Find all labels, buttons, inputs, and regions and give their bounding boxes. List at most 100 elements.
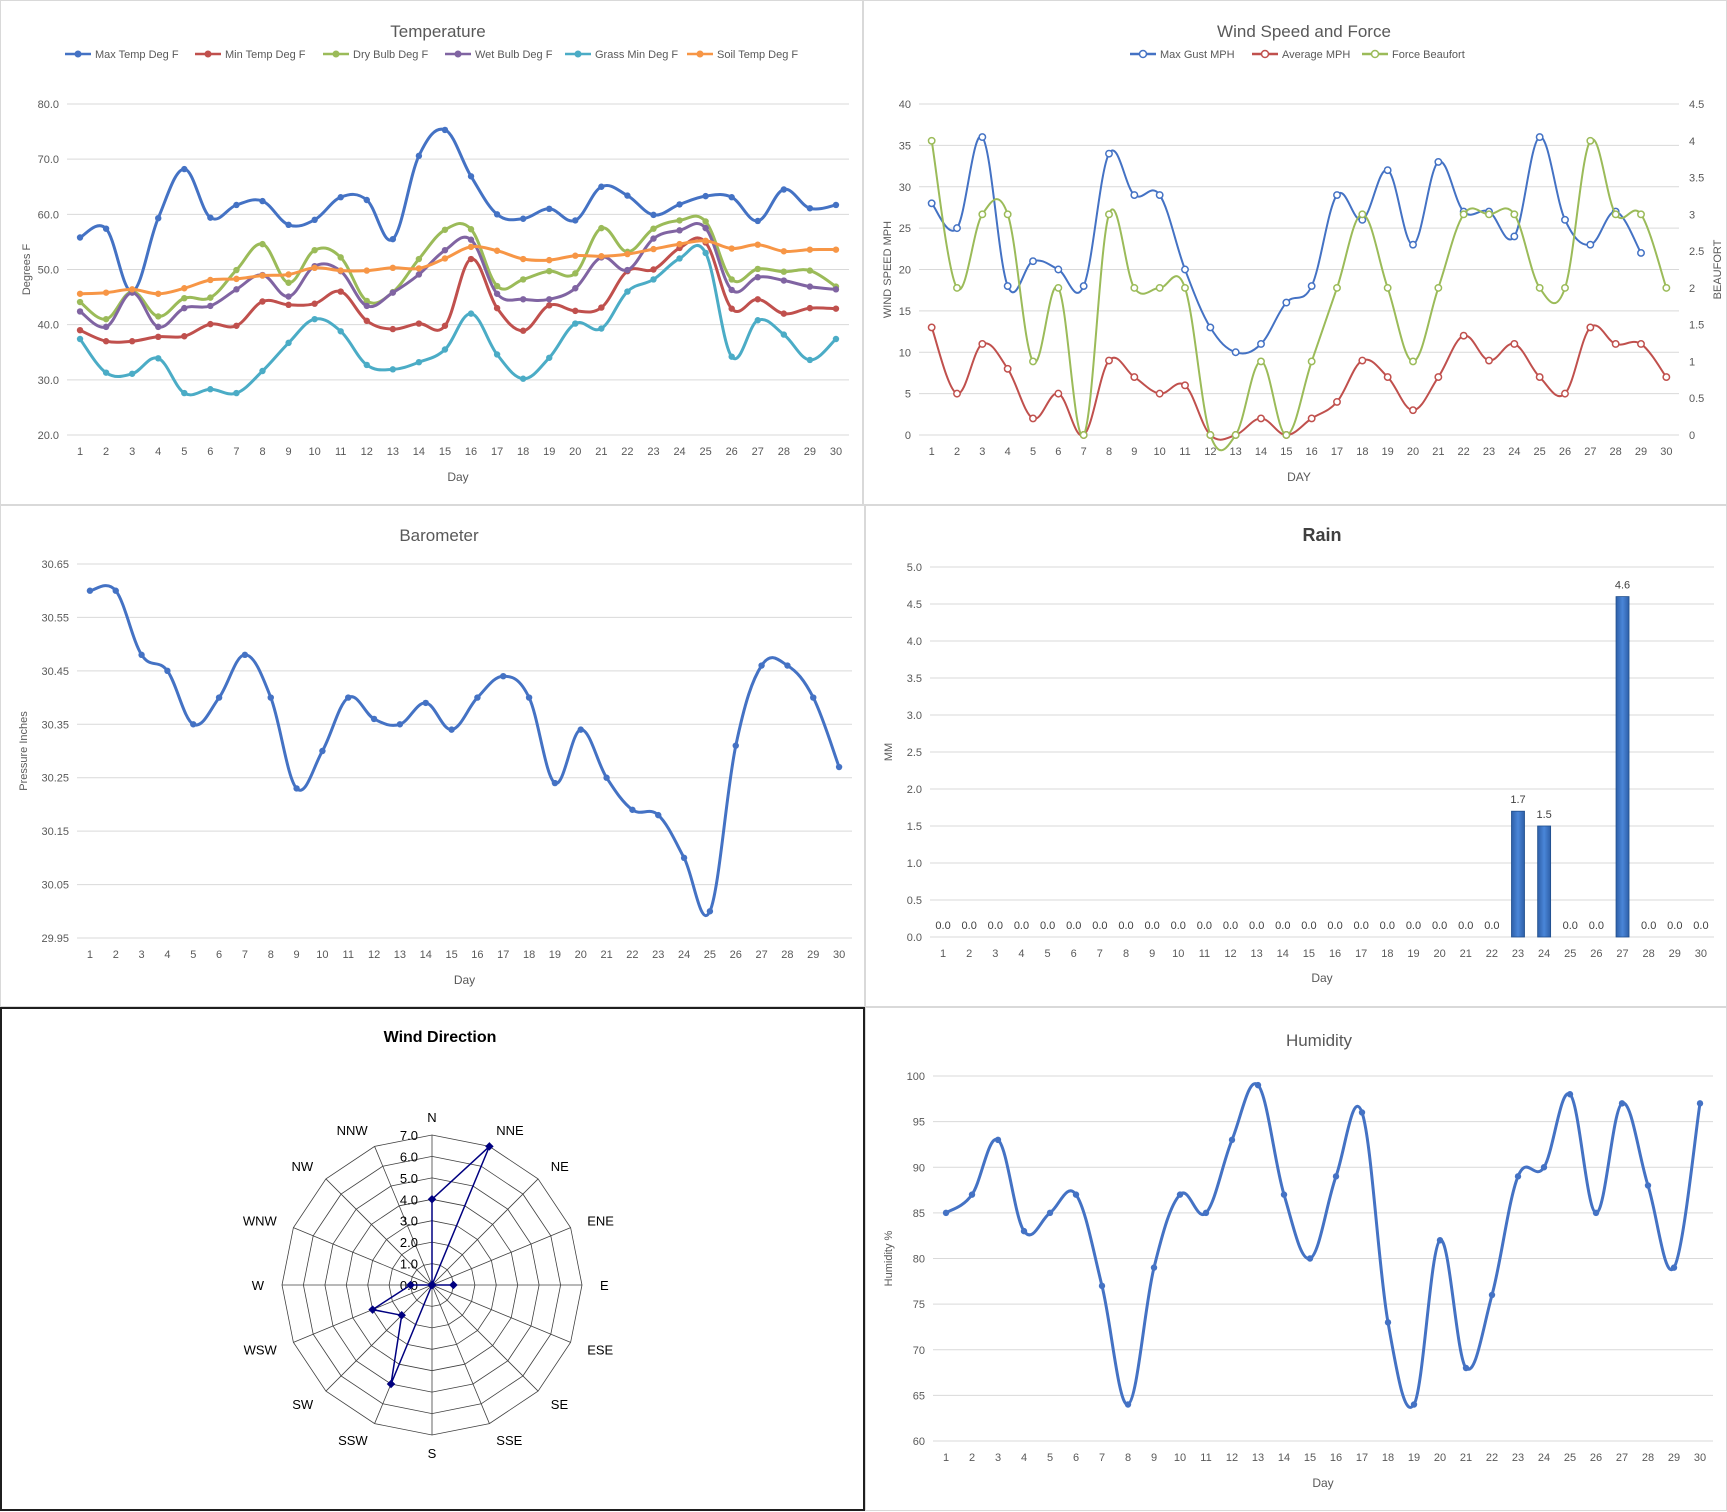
- y-tick-label: 30.25: [41, 773, 69, 785]
- data-point: [181, 285, 188, 292]
- legend-label: Soil Temp Deg F: [717, 49, 798, 61]
- data-point: [389, 264, 397, 272]
- radar-spoke: [431, 1227, 571, 1286]
- data-point: [754, 317, 761, 324]
- data-point: [650, 211, 657, 219]
- data-point: [138, 651, 145, 659]
- data-point: [1257, 414, 1265, 423]
- y-axis-label: Pressure Inches: [18, 711, 30, 791]
- y-tick-label: 30.35: [41, 719, 69, 731]
- series-line: [79, 222, 837, 329]
- data-point: [441, 126, 449, 134]
- data-point: [467, 173, 475, 180]
- barometer-chart: Barometer 29.95 30.05 30.15 30.25 30.35 30.45 3…: [18, 526, 852, 987]
- data-point: [1384, 1319, 1392, 1326]
- x-tick-label: 10: [316, 949, 328, 961]
- data-point: [572, 320, 579, 327]
- x-tick-label: 14: [1255, 446, 1267, 458]
- y2-tick-label: 1: [1689, 356, 1695, 368]
- data-point: [519, 276, 527, 283]
- rain-bar: [1511, 810, 1525, 938]
- x-tick-label: 14: [420, 949, 432, 961]
- data-point: [1130, 373, 1139, 382]
- data-point: [832, 335, 840, 343]
- y-tick-label: 29.95: [41, 933, 69, 945]
- bar-data-label: 0.0: [1301, 920, 1316, 932]
- data-point: [1105, 210, 1113, 219]
- bar-data-label: 0.0: [1249, 920, 1264, 932]
- y-axis-label: MM: [883, 743, 895, 761]
- direction-label: NNW: [337, 1123, 369, 1138]
- data-point: [978, 340, 987, 348]
- data-point: [86, 587, 94, 594]
- data-point: [1332, 1173, 1340, 1180]
- x-tick-label: 14: [1278, 1452, 1290, 1464]
- data-point: [994, 1136, 1002, 1144]
- data-point: [1181, 265, 1189, 274]
- y-tick-label: 30.15: [41, 826, 69, 838]
- data-point: [493, 290, 501, 297]
- direction-label: SSE: [496, 1433, 522, 1448]
- y-tick-label: 20: [899, 265, 911, 277]
- radar-spoke: [431, 1284, 490, 1424]
- chart-title: Barometer: [399, 526, 479, 545]
- data-point: [1155, 191, 1164, 199]
- data-point: [112, 587, 119, 594]
- y-tick-label: 80: [913, 1254, 925, 1266]
- x-tick-label: 28: [778, 446, 790, 458]
- data-point: [259, 367, 266, 375]
- bar-data-label: 0.0: [1354, 920, 1369, 932]
- x-tick-label: 27: [1584, 446, 1596, 458]
- data-point: [546, 256, 553, 264]
- bar-data-label: 0.0: [1223, 920, 1238, 932]
- x-axis-label: DAY: [1287, 470, 1311, 484]
- data-point: [1181, 283, 1189, 292]
- x-tick-label: 30: [1695, 948, 1707, 960]
- data-point: [233, 286, 240, 293]
- data-point: [467, 255, 475, 263]
- y-tick-label: 100: [907, 1071, 925, 1083]
- data-point: [1514, 1173, 1522, 1180]
- direction-label: S: [428, 1446, 437, 1461]
- data-point: [389, 366, 397, 373]
- x-tick-label: 7: [1099, 1452, 1105, 1464]
- data-point: [1535, 133, 1544, 142]
- data-point: [702, 249, 709, 257]
- x-tick-label: 14: [1277, 948, 1289, 960]
- data-point: [754, 296, 761, 303]
- data-point: [76, 308, 84, 315]
- data-point: [1282, 431, 1291, 439]
- data-point: [655, 811, 662, 819]
- data-point: [1155, 283, 1164, 292]
- y-tick-label: 0: [905, 430, 911, 442]
- radar-data-point: [406, 1280, 415, 1290]
- x-tick-label: 9: [1151, 1452, 1157, 1464]
- x-tick-label: 2: [969, 1452, 975, 1464]
- data-point: [1307, 282, 1316, 290]
- x-tick-label: 8: [259, 446, 265, 458]
- direction-label: N: [427, 1110, 436, 1125]
- x-tick-label: 17: [491, 446, 503, 458]
- data-point: [754, 265, 761, 273]
- x-tick-label: 18: [517, 446, 529, 458]
- data-point: [285, 221, 292, 229]
- data-point: [389, 235, 397, 243]
- x-axis-label: Day: [447, 470, 468, 484]
- x-tick-label: 30: [1694, 1452, 1706, 1464]
- data-point: [441, 246, 449, 254]
- x-tick-label: 25: [700, 446, 712, 458]
- x-tick-label: 21: [1460, 1452, 1472, 1464]
- y-axis-label: Degrees F: [21, 244, 33, 296]
- data-point: [415, 265, 423, 272]
- y2-tick-label: 0.5: [1689, 393, 1704, 405]
- data-point: [128, 338, 136, 345]
- x-tick-label: 18: [1382, 1452, 1394, 1464]
- data-point: [650, 235, 657, 242]
- data-point: [572, 307, 579, 315]
- y-axis-label: WIND SPEED MPH: [882, 221, 894, 318]
- bar-data-label: 0.0: [1432, 920, 1447, 932]
- data-point: [190, 721, 197, 728]
- data-point: [1510, 210, 1519, 219]
- data-point: [1383, 166, 1392, 175]
